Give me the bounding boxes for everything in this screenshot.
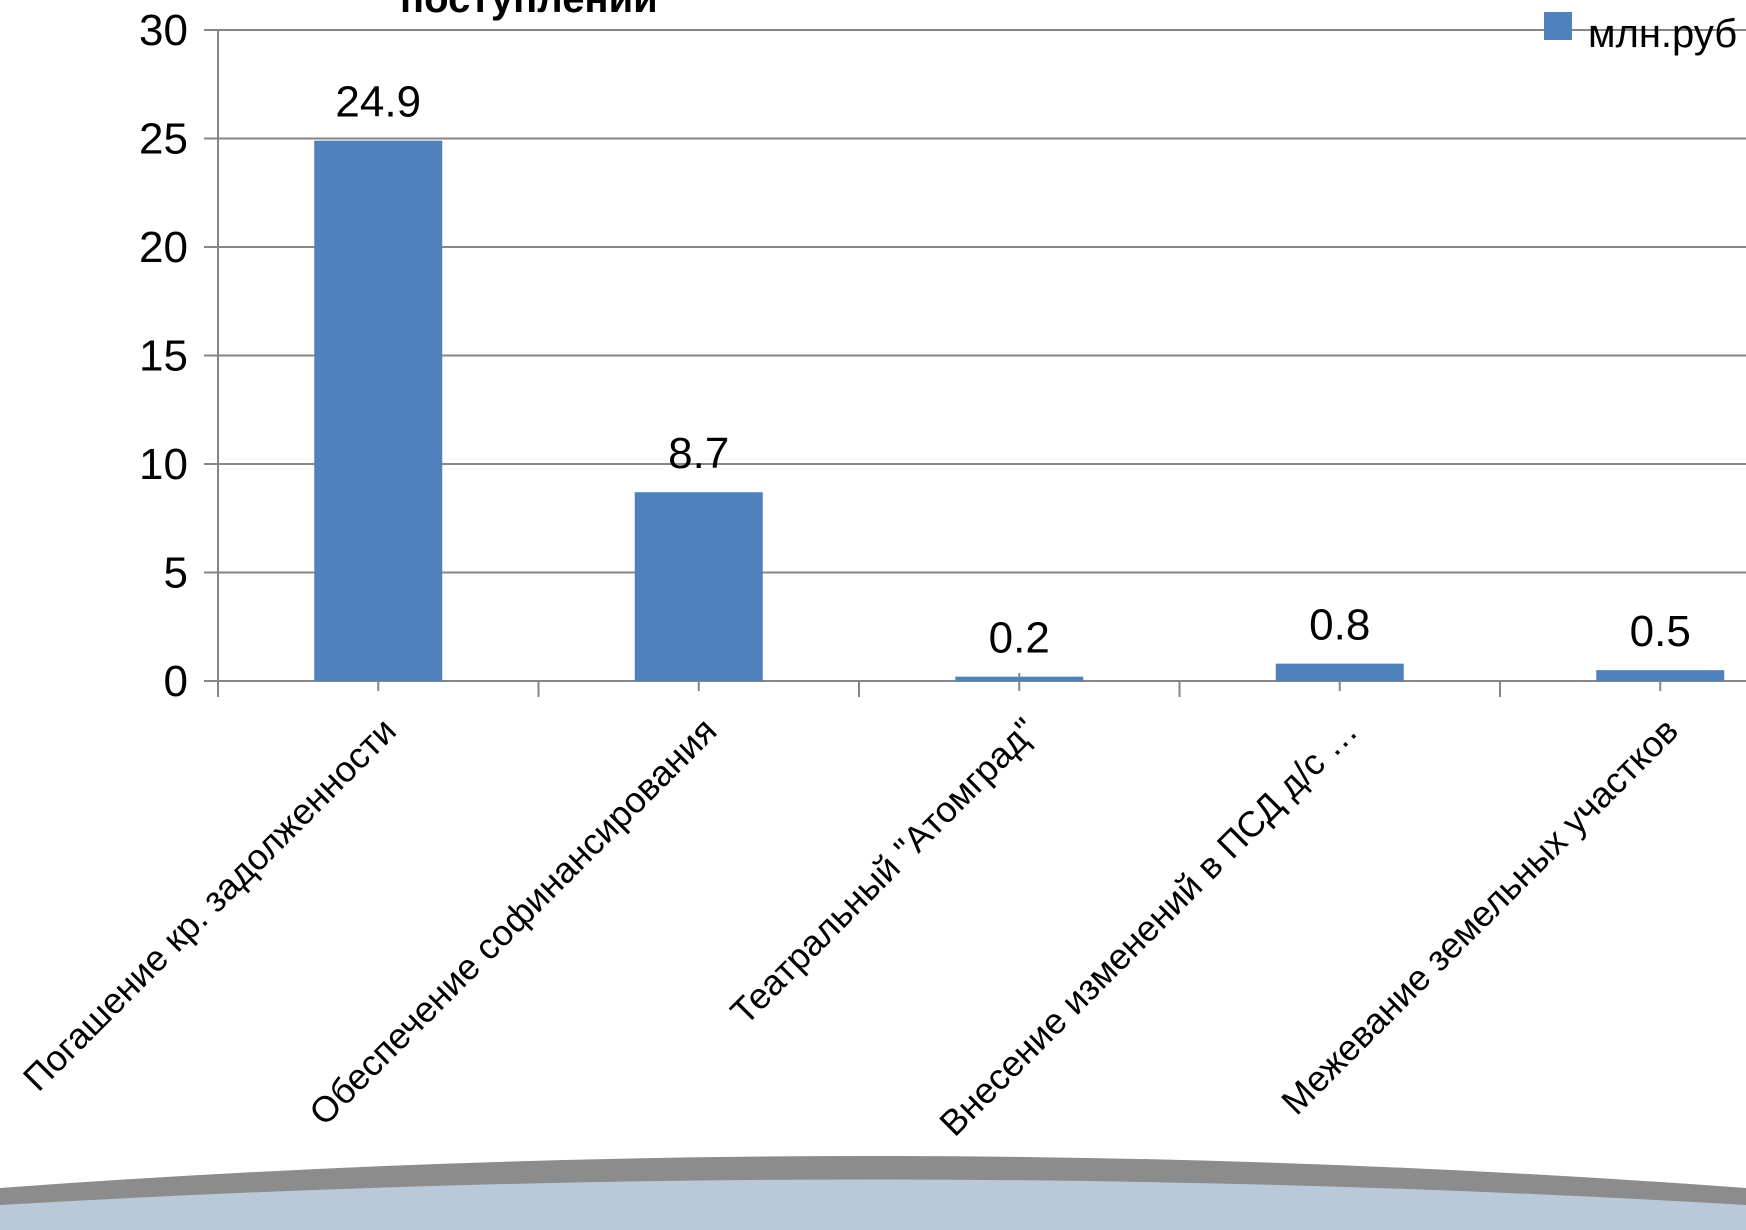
data-label: 0.2	[989, 614, 1050, 663]
data-label: 0.8	[1309, 601, 1370, 650]
y-tick-label: 10	[139, 440, 188, 489]
bar	[634, 492, 763, 681]
category-label: Театральный "Атомград"	[722, 710, 1045, 1033]
y-tick-label: 20	[139, 223, 188, 272]
bar	[1275, 663, 1404, 681]
legend-swatch	[1544, 12, 1572, 40]
bar	[955, 676, 1084, 681]
data-label: 0.5	[1630, 607, 1691, 656]
data-labels: 24.9 8.7 0.2 0.8 0.5	[335, 78, 1690, 663]
grid-lines	[218, 29, 1746, 574]
bars	[314, 140, 1725, 682]
legend-label: млн.руб	[1588, 12, 1737, 56]
y-tick-label: 0	[164, 657, 188, 706]
y-tick-label: 15	[139, 332, 188, 381]
chart-title: поступлений	[400, 0, 658, 21]
category-label: Погашение кр. задолженности	[15, 710, 404, 1099]
y-tick-label: 30	[139, 6, 188, 55]
y-tick-label: 5	[164, 549, 188, 598]
decorative-footer-band	[0, 1156, 1746, 1230]
bar	[1596, 670, 1725, 681]
y-tick-label: 25	[139, 115, 188, 164]
category-label: Межевание земельных участков	[1273, 710, 1686, 1123]
y-tick-labels: 0 5 10 15 20 25 30	[139, 6, 188, 706]
bar	[314, 140, 443, 682]
data-label: 8.7	[668, 429, 729, 478]
footer-arc-light	[0, 1179, 1746, 1230]
data-label: 24.9	[335, 78, 421, 127]
legend: млн.руб	[1544, 12, 1737, 56]
